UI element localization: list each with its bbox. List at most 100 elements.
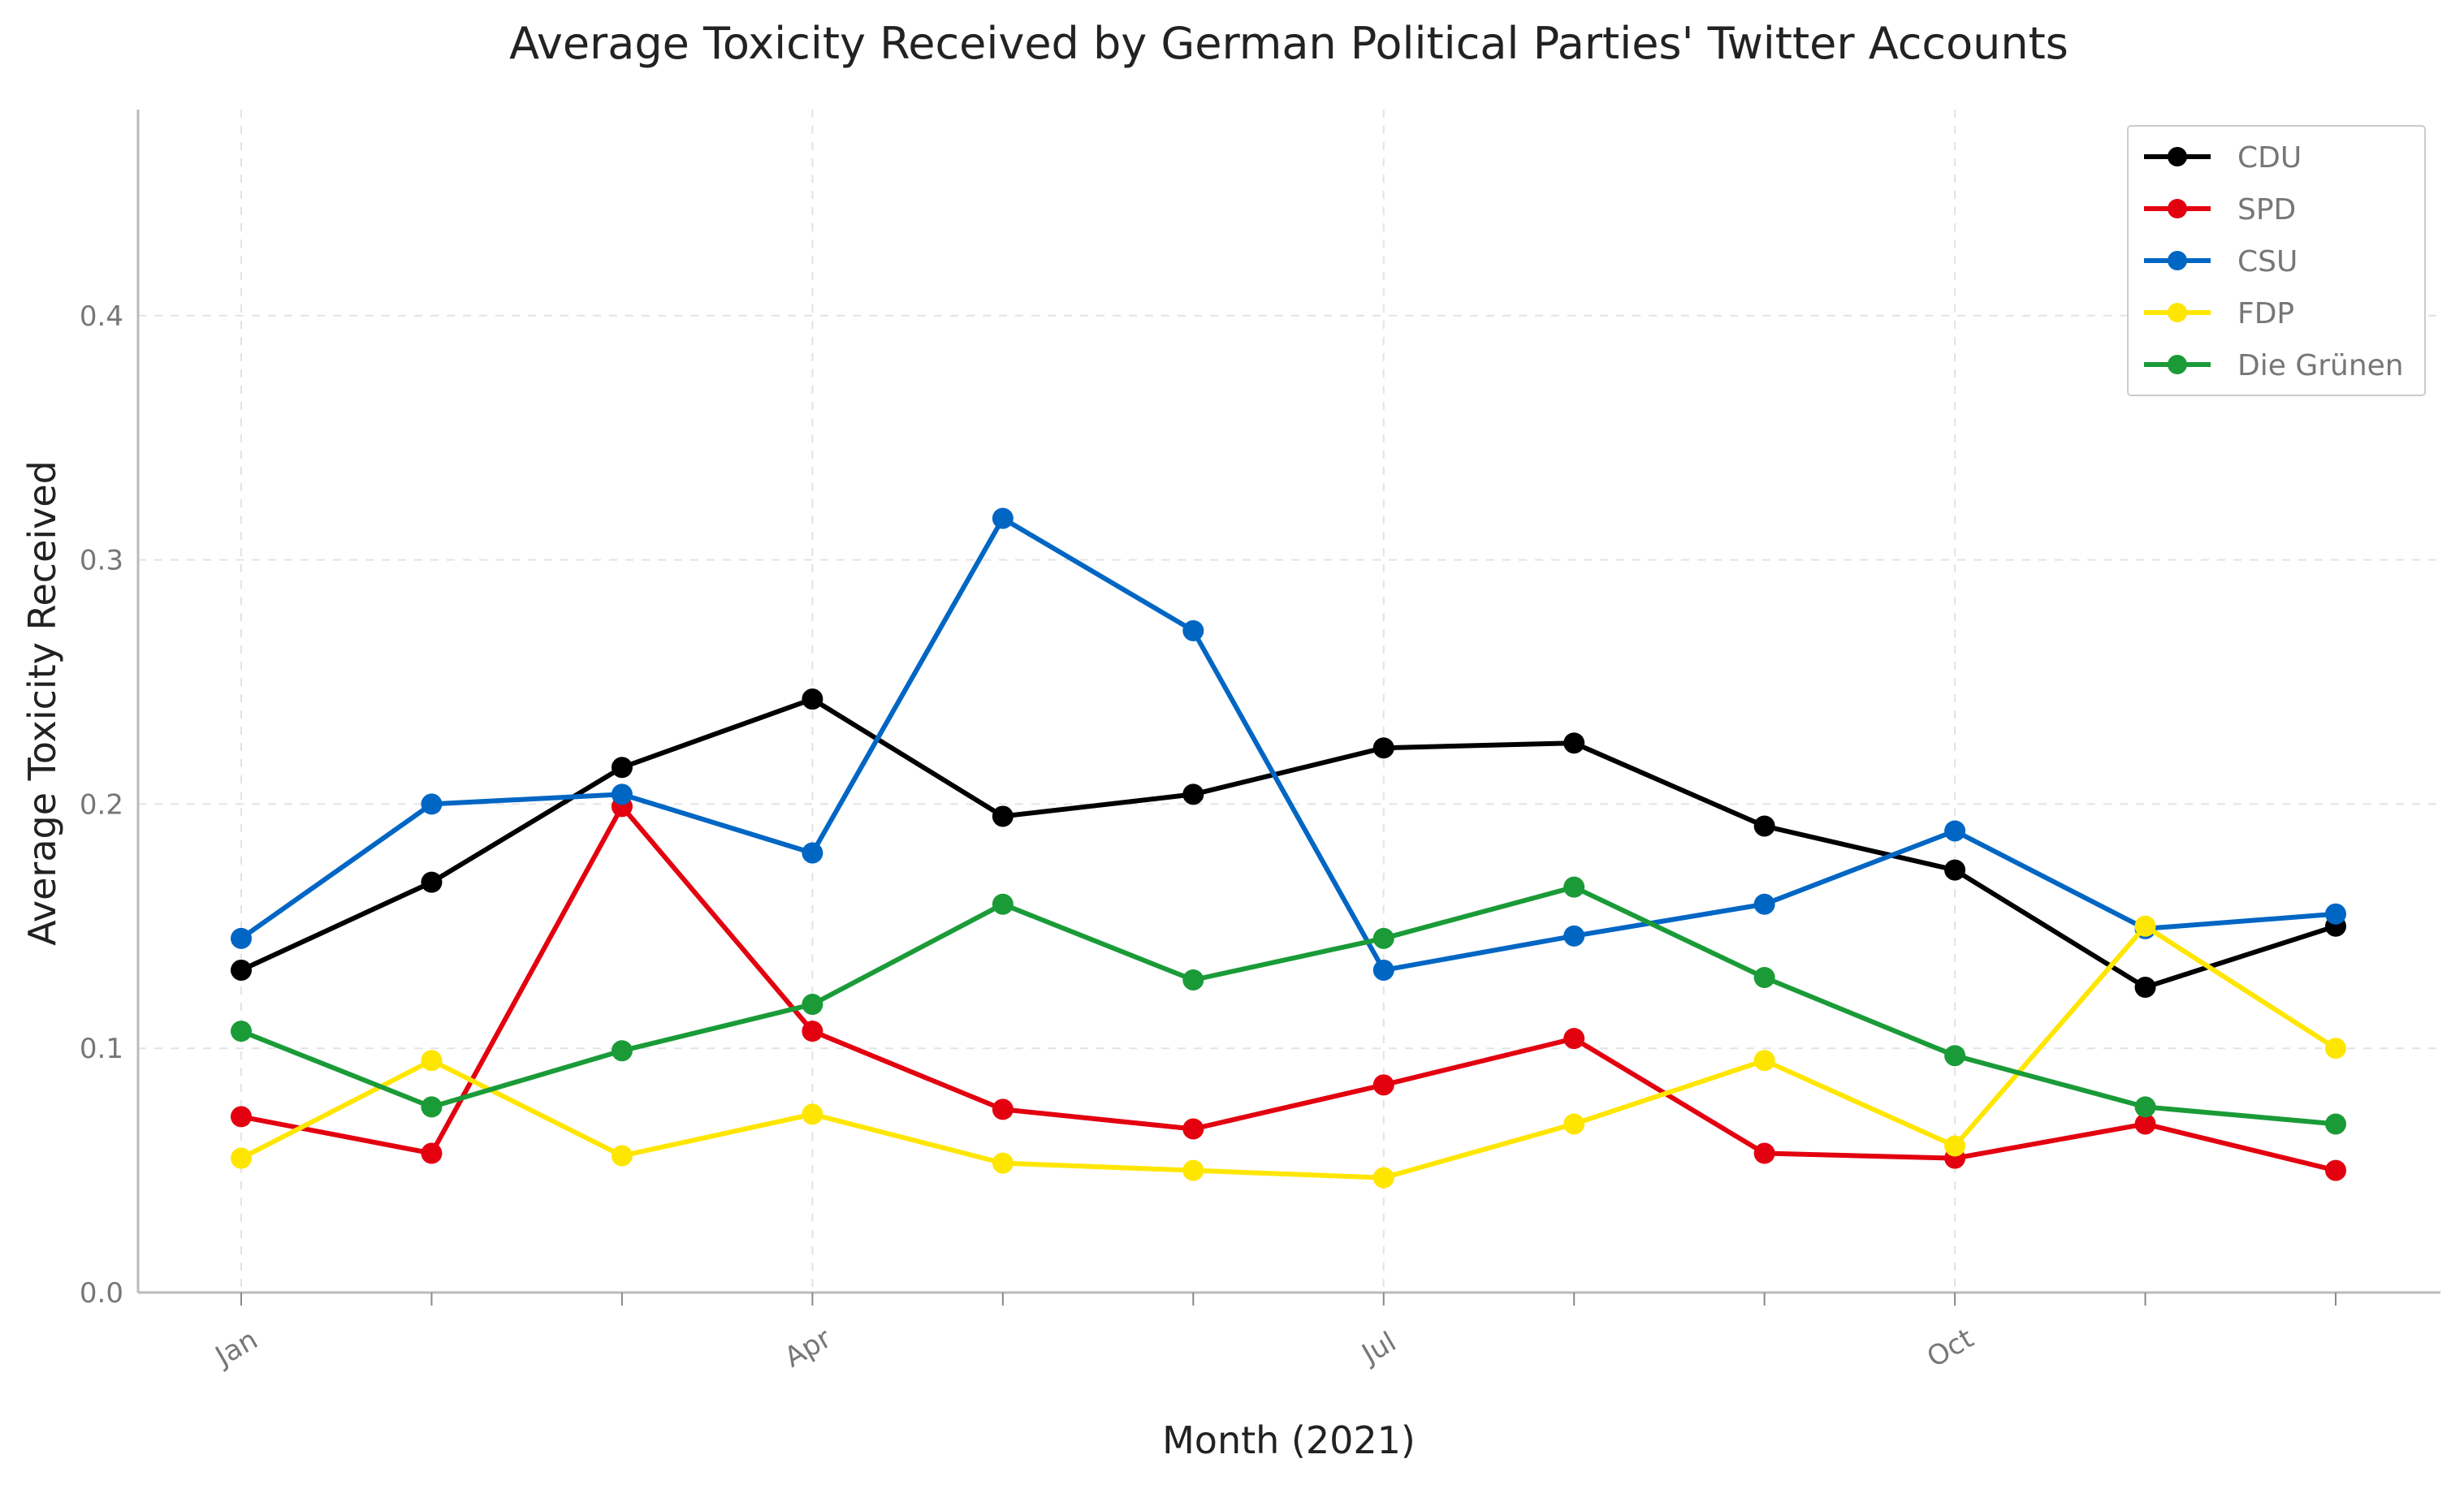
data-point (1372, 959, 1394, 981)
data-point (2325, 903, 2346, 925)
data-point (1563, 732, 1585, 754)
data-point (231, 927, 252, 949)
data-point (421, 871, 443, 893)
series-die-gr-nen (231, 876, 2346, 1135)
data-point (2134, 1096, 2156, 1118)
data-point (231, 1106, 252, 1128)
data-point (992, 1098, 1014, 1120)
x-tick-label: Oct (1921, 1322, 1979, 1374)
data-point (2134, 977, 2156, 998)
data-point (1753, 966, 1775, 988)
data-point (1182, 1159, 1204, 1181)
legend-swatch-marker (2168, 199, 2187, 218)
legend: CDU SPD CSU FDP Die Grünen (2127, 125, 2426, 396)
data-point (802, 1103, 823, 1125)
data-point (2325, 1159, 2346, 1181)
y-ticks: 0.0 0.1 0.2 0.3 0.4 (80, 300, 123, 1310)
data-point (1182, 969, 1204, 991)
y-tick-label: 0.0 (80, 1277, 123, 1310)
data-point (802, 688, 823, 710)
legend-item: SPD (2144, 193, 2296, 227)
x-ticks: Jan Apr Jul Oct (209, 1293, 2336, 1375)
data-point (992, 805, 1014, 827)
legend-item: FDP (2144, 297, 2294, 330)
data-point (1944, 1135, 1966, 1157)
data-point (1372, 1167, 1394, 1189)
data-point (1563, 1028, 1585, 1050)
legend-item: CSU (2144, 245, 2298, 278)
data-point (1182, 1118, 1204, 1140)
x-axis-label: Month (2021) (1162, 1418, 1416, 1462)
data-point (611, 1040, 633, 1062)
data-point (1372, 1074, 1394, 1096)
y-tick-label: 0.2 (80, 788, 123, 821)
data-point (1182, 783, 1204, 805)
data-point (1372, 927, 1394, 949)
legend-label: CSU (2237, 245, 2298, 278)
data-point (231, 1147, 252, 1169)
data-point (2325, 1113, 2346, 1135)
series-line (239, 804, 2338, 1173)
data-point (2325, 1038, 2346, 1060)
legend-swatch-marker (2168, 303, 2187, 322)
data-point (1372, 737, 1394, 759)
data-point (421, 793, 443, 815)
data-point (1944, 859, 1966, 881)
data-point (421, 1142, 443, 1164)
data-point (421, 1050, 443, 1072)
gridlines (138, 110, 2440, 1293)
data-point (1563, 925, 1585, 947)
data-point (1563, 1113, 1585, 1135)
series-fdp (231, 915, 2346, 1189)
axes (136, 110, 2440, 1294)
series-line (239, 697, 2338, 990)
legend-item: CDU (2144, 141, 2302, 175)
series-spd (231, 796, 2346, 1181)
series-line (239, 516, 2338, 973)
data-point (1753, 815, 1775, 837)
legend-swatch-marker (2168, 251, 2187, 270)
data-point (992, 893, 1014, 915)
data-point (1944, 1045, 1966, 1067)
x-tick-label: Apr (779, 1322, 836, 1374)
data-point (231, 1021, 252, 1042)
data-point (802, 1021, 823, 1042)
series-line (239, 923, 2338, 1180)
data-point (611, 1145, 633, 1167)
legend-swatch-marker (2168, 355, 2187, 374)
legend-label: SPD (2237, 193, 2296, 227)
y-axis-label: Average Toxicity Received (20, 460, 64, 946)
data-point (611, 783, 633, 805)
data-point (802, 842, 823, 864)
legend-swatch-marker (2168, 147, 2187, 166)
y-tick-label: 0.3 (80, 545, 123, 577)
chart-title: Average Toxicity Received by German Poli… (509, 18, 2068, 69)
data-point (1753, 1142, 1775, 1164)
series-cdu (231, 688, 2346, 998)
series-csu (231, 507, 2346, 981)
y-tick-label: 0.4 (80, 300, 123, 333)
data-point (992, 507, 1014, 529)
data-point (611, 757, 633, 779)
y-tick-label: 0.1 (80, 1033, 123, 1065)
legend-label: FDP (2237, 297, 2294, 330)
data-point (231, 959, 252, 981)
data-point (2134, 1113, 2156, 1135)
series (231, 507, 2346, 1189)
series-line (239, 884, 2338, 1127)
data-point (1753, 1050, 1775, 1072)
x-tick-label: Jul (1355, 1326, 1402, 1371)
legend-label: Die Grünen (2237, 349, 2404, 382)
data-point (1753, 893, 1775, 915)
legend-box (2127, 125, 2426, 396)
data-point (1944, 820, 1966, 842)
x-tick-label: Jan (209, 1323, 263, 1374)
data-point (421, 1096, 443, 1118)
data-point (2134, 915, 2156, 937)
data-point (1563, 876, 1585, 898)
data-point (802, 994, 823, 1016)
legend-label: CDU (2237, 141, 2302, 175)
data-point (1182, 619, 1204, 641)
data-point (992, 1152, 1014, 1174)
